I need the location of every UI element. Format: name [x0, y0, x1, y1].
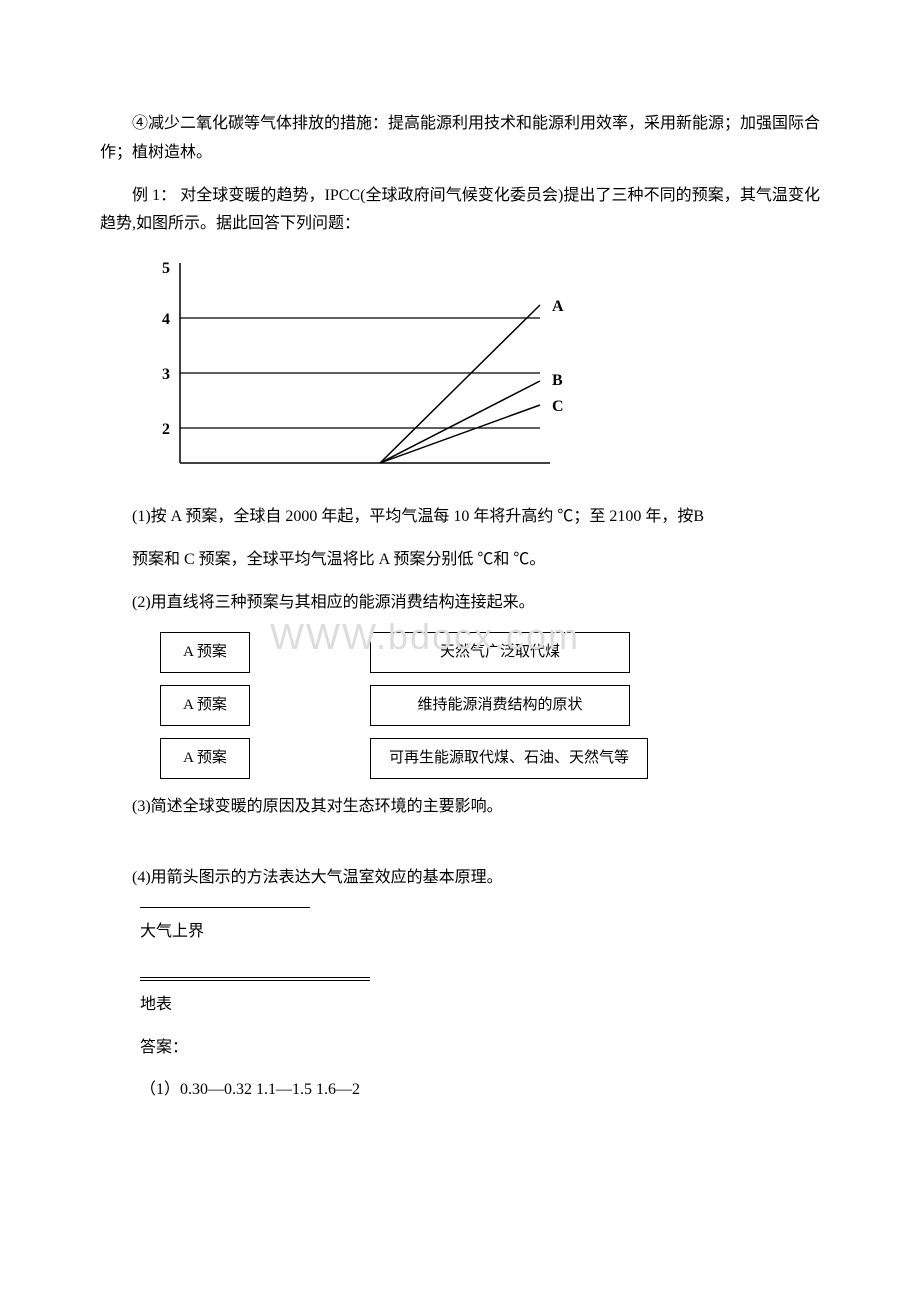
svg-text:5: 5	[162, 260, 170, 277]
match-row-3: A 预案 可再生能源取代煤、石油、天然气等	[160, 738, 820, 779]
match-row-2: A 预案 维持能源消费结构的原状	[160, 685, 820, 726]
answer-heading: 答案：	[140, 1034, 820, 1063]
match-right-3: 可再生能源取代煤、石油、天然气等	[370, 738, 648, 779]
q2-text: (2)用直线将三种预案与其相应的能源消费结构连接起来。	[132, 594, 535, 611]
svg-text:2: 2	[162, 421, 170, 438]
answer-label-text: 答案：	[140, 1039, 188, 1056]
example-text: 例 1： 对全球变暖的趋势，IPCC(全球政府间气候变化委员会)提出了三种不同的…	[100, 187, 820, 233]
atm-top-text: 大气上界	[140, 923, 204, 940]
measures-paragraph: ④减少二氧化碳等气体排放的措施：提高能源利用技术和能源利用效率，采用新能源；加强…	[100, 110, 820, 168]
question-1a: (1)按 A 预案，全球自 2000 年起，平均气温每 10 年将升高约 ℃；至…	[100, 503, 820, 532]
temperature-chart: 5 4 3 2 A B C	[140, 253, 820, 483]
question-1b: 预案和 C 预案，全球平均气温将比 A 预案分别低 ℃和 ℃。	[100, 546, 820, 575]
surface-text: 地表	[140, 996, 172, 1013]
q1b-text: 预案和 C 预案，全球平均气温将比 A 预案分别低 ℃和 ℃。	[132, 551, 545, 568]
q3-text: (3)简述全球变暖的原因及其对生态环境的主要影响。	[132, 798, 503, 815]
svg-text:A: A	[552, 298, 564, 315]
measures-text: ④减少二氧化碳等气体排放的措施：提高能源利用技术和能源利用效率，采用新能源；加强…	[100, 115, 820, 161]
svg-text:3: 3	[162, 366, 170, 383]
answer1-text: （1）0.30—0.32 1.1—1.5 1.6—2	[140, 1081, 360, 1098]
svg-text:B: B	[552, 372, 563, 389]
matching-diagram: A 预案 天然气广泛取代煤 A 预案 维持能源消费结构的原状 A 预案 可再生能…	[160, 632, 820, 779]
example-paragraph: 例 1： 对全球变暖的趋势，IPCC(全球政府间气候变化委员会)提出了三种不同的…	[100, 182, 820, 240]
atmosphere-top-label: 大气上界	[140, 918, 820, 947]
question-4: (4)用箭头图示的方法表达大气温室效应的基本原理。	[100, 864, 820, 893]
match-left-1: A 预案	[160, 632, 250, 673]
question-2: (2)用直线将三种预案与其相应的能源消费结构连接起来。	[100, 589, 820, 618]
svg-text:4: 4	[162, 311, 170, 328]
match-left-2: A 预案	[160, 685, 250, 726]
match-row-1: A 预案 天然气广泛取代煤	[160, 632, 820, 673]
match-left-3: A 预案	[160, 738, 250, 779]
atmosphere-line	[140, 907, 310, 908]
q1a-text: (1)按 A 预案，全球自 2000 年起，平均气温每 10 年将升高约 ℃；至…	[132, 508, 704, 525]
question-3: (3)简述全球变暖的原因及其对生态环境的主要影响。	[100, 793, 820, 822]
surface-label: 地表	[140, 991, 820, 1020]
answer-1: （1）0.30—0.32 1.1—1.5 1.6—2	[140, 1076, 820, 1105]
match-right-1: 天然气广泛取代煤	[370, 632, 630, 673]
svg-text:C: C	[552, 398, 564, 415]
surface-line	[140, 977, 370, 981]
match-right-2: 维持能源消费结构的原状	[370, 685, 630, 726]
q4-text: (4)用箭头图示的方法表达大气温室效应的基本原理。	[132, 869, 503, 886]
